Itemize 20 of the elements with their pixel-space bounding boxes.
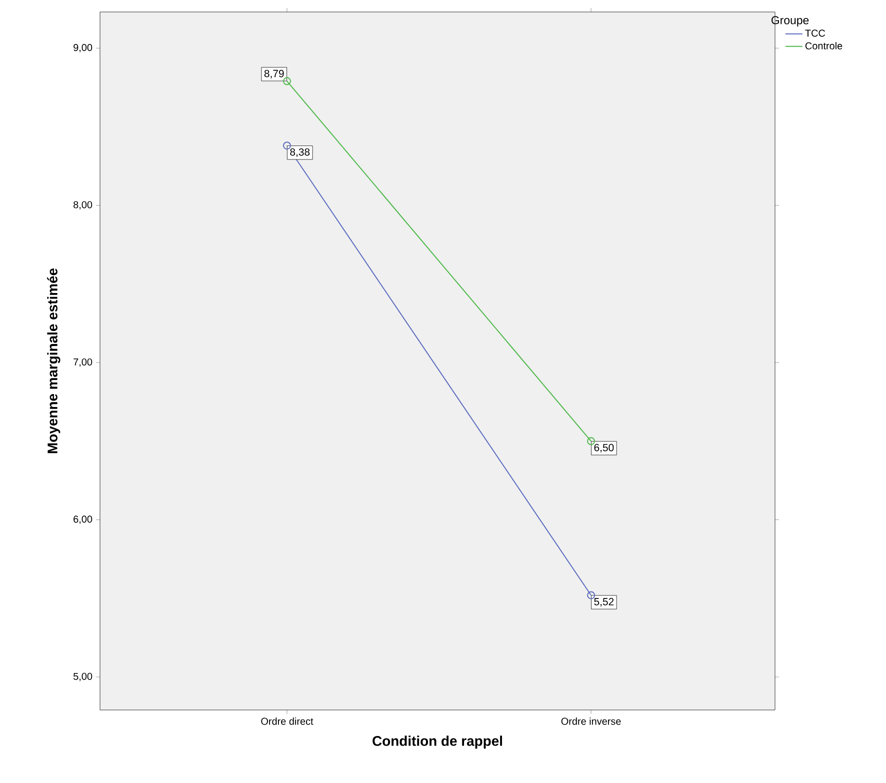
y-tick-label: 6,00: [74, 516, 92, 524]
legend-title: Groupe: [772, 16, 809, 27]
data-label: 8,79: [264, 70, 284, 78]
legend-label: TCC: [805, 30, 826, 37]
data-label: 6,50: [594, 444, 614, 453]
y-axis-title: Moyenne marginale estimée: [47, 268, 60, 454]
point: [283, 77, 291, 86]
y-tick-label: 7,00: [74, 358, 92, 367]
x-tick-label: Ordre inverse: [561, 718, 621, 725]
point: [283, 142, 291, 150]
x-axis-title: Condition de rappel: [372, 736, 502, 749]
y-tick-label: 5,00: [74, 672, 92, 682]
point: [587, 591, 596, 600]
y-tick-label: 9,00: [74, 44, 92, 52]
x-tick-label: Ordre direct: [261, 718, 314, 725]
data-label: 8,38: [290, 148, 310, 157]
legend-label: Controle: [805, 42, 842, 50]
point: [587, 437, 596, 446]
data-label: 5,52: [594, 598, 614, 607]
y-tick-label: 8,00: [74, 201, 92, 210]
